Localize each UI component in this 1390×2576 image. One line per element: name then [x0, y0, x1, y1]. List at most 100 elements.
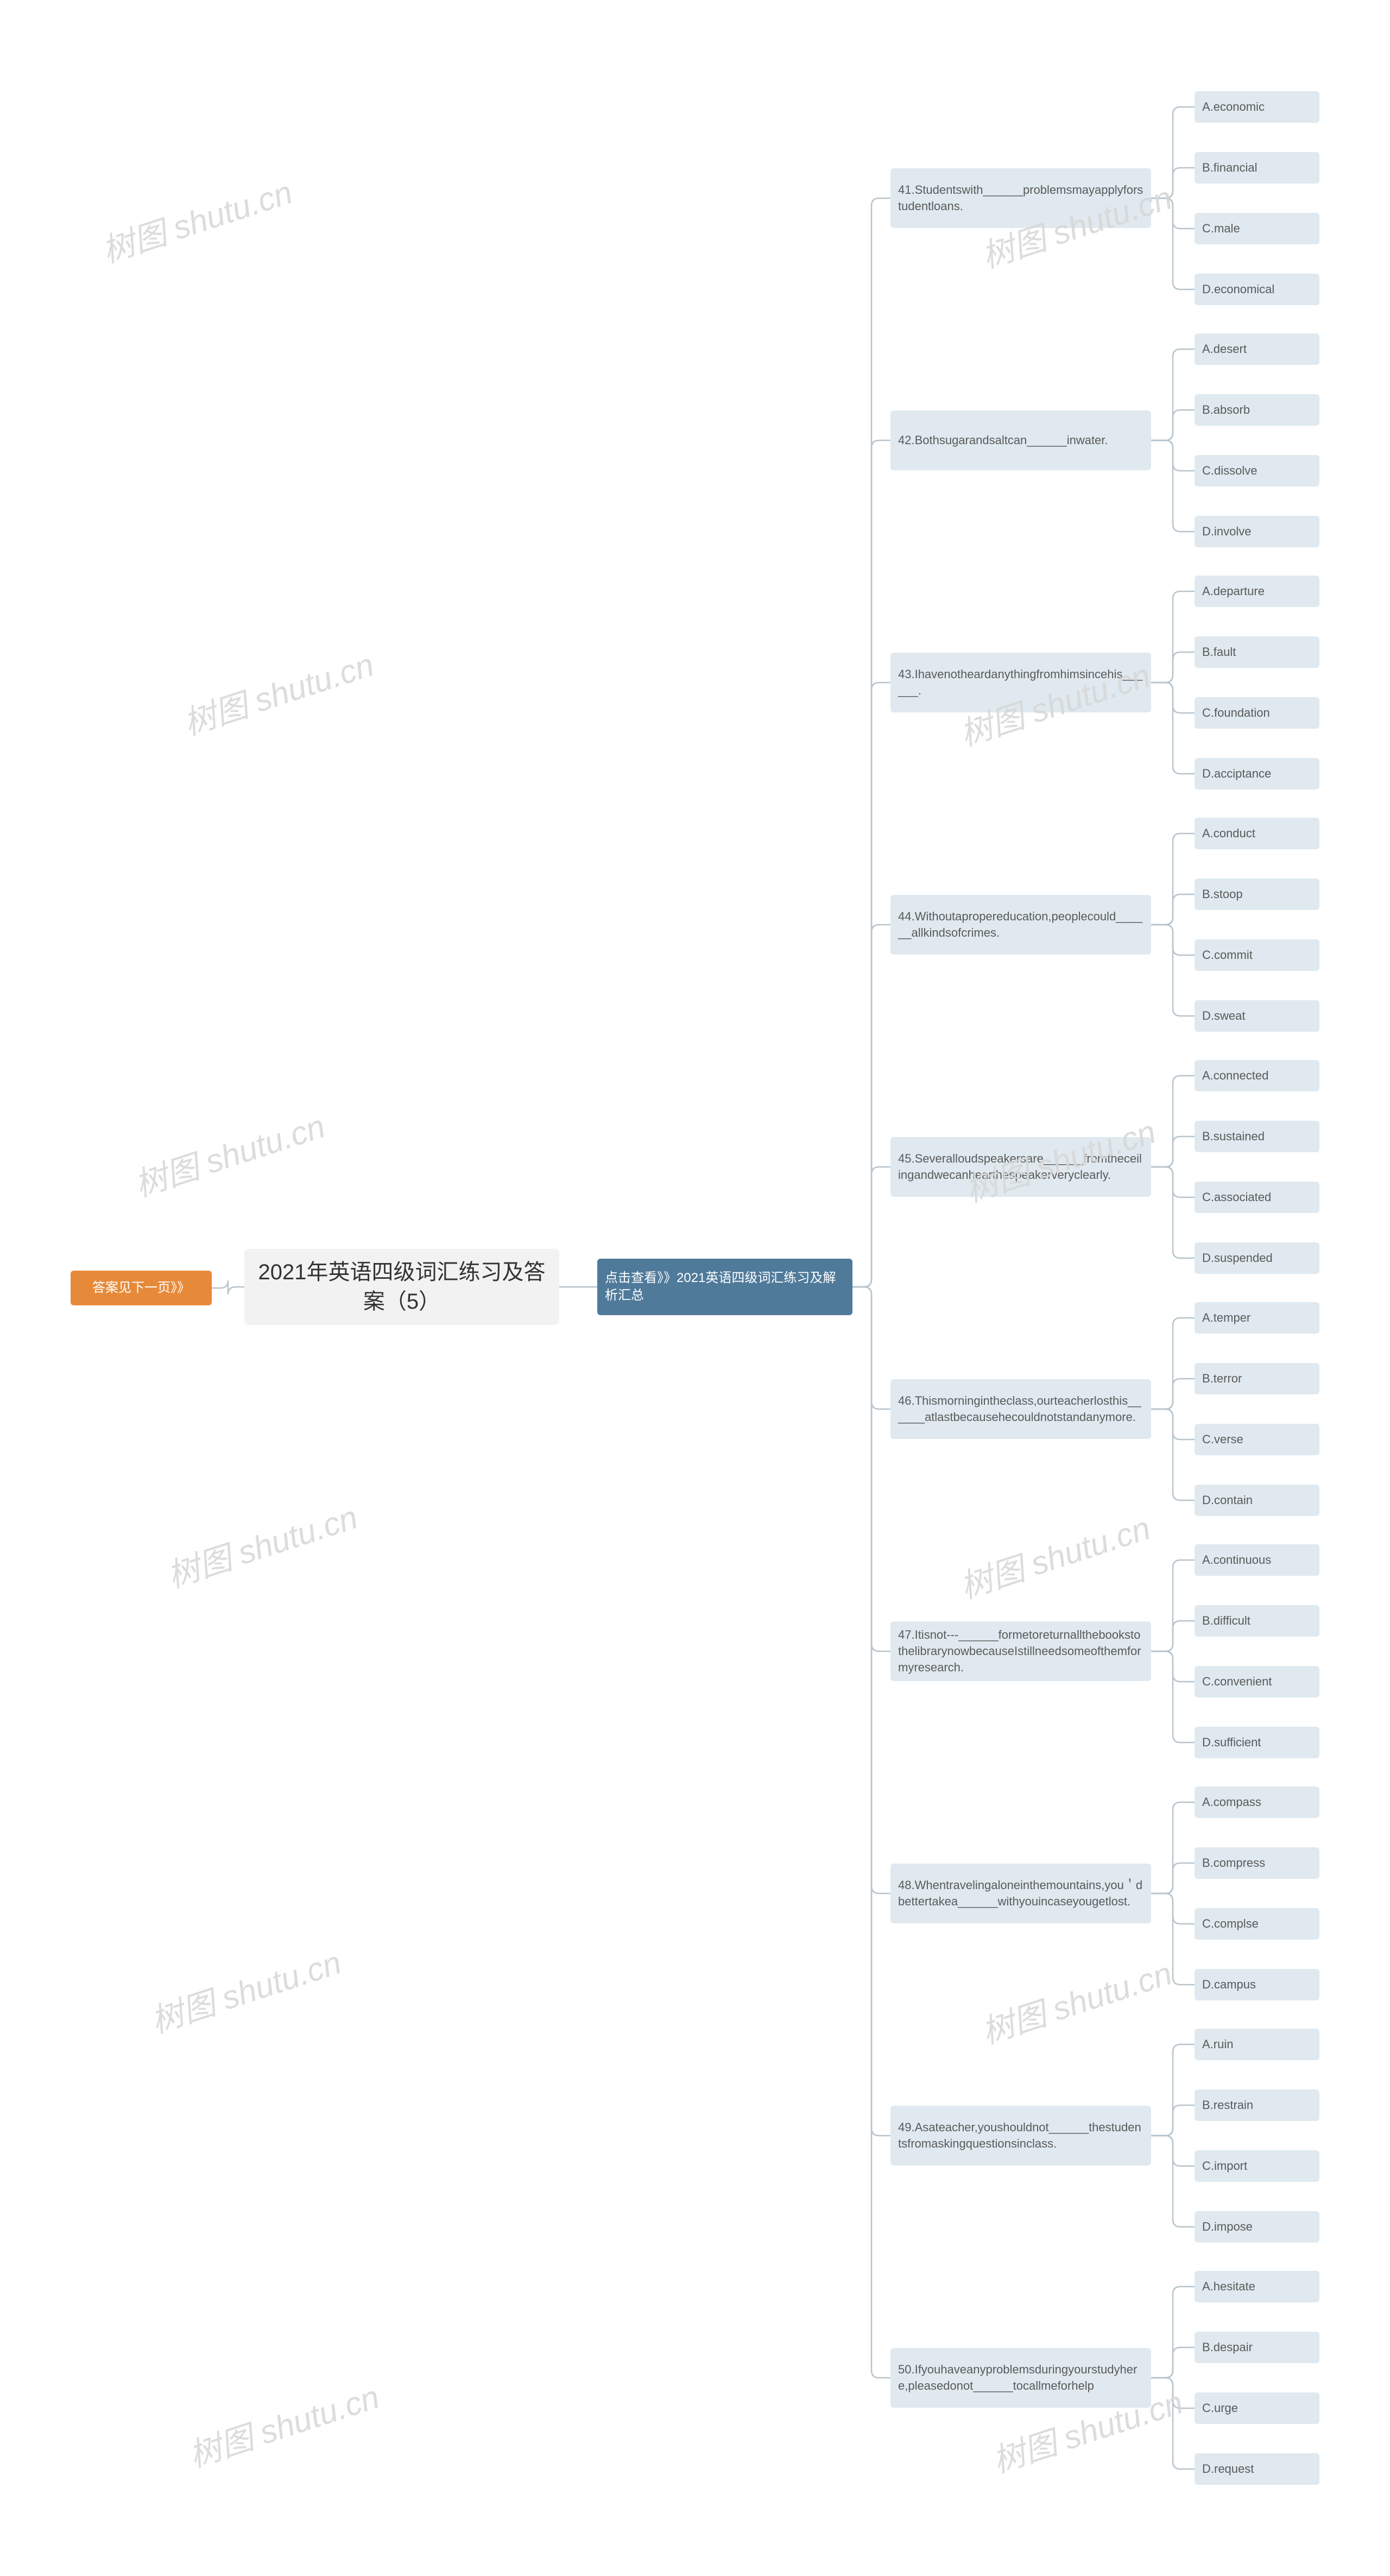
option-text: C.import	[1202, 2158, 1247, 2174]
option-node[interactable]: D.sweat	[1195, 1000, 1319, 1032]
option-node[interactable]: A.connected	[1195, 1060, 1319, 1091]
option-node[interactable]: D.impose	[1195, 2211, 1319, 2243]
option-text: A.temper	[1202, 1310, 1250, 1326]
option-node[interactable]: D.suspended	[1195, 1242, 1319, 1274]
option-text: C.verse	[1202, 1431, 1243, 1448]
option-node[interactable]: C.male	[1195, 213, 1319, 244]
option-node[interactable]: C.verse	[1195, 1424, 1319, 1455]
option-node[interactable]: A.hesitate	[1195, 2271, 1319, 2302]
option-node[interactable]: D.request	[1195, 2453, 1319, 2485]
option-text: D.economical	[1202, 281, 1274, 298]
option-text: D.involve	[1202, 523, 1251, 540]
option-node[interactable]: C.urge	[1195, 2392, 1319, 2424]
option-node[interactable]: B.sustained	[1195, 1121, 1319, 1152]
question-node[interactable]: 43.Ihavenotheardanythingfromhimsincehis_…	[890, 653, 1151, 712]
question-node[interactable]: 41.Studentswith______problemsmayapplyfor…	[890, 168, 1151, 228]
option-node[interactable]: B.fault	[1195, 636, 1319, 668]
watermark: 树图 shutu.cn	[182, 2371, 384, 2477]
watermark: 树图 shutu.cn	[975, 1947, 1177, 2053]
option-text: B.compress	[1202, 1855, 1265, 1871]
question-text: 43.Ihavenotheardanythingfromhimsincehis_…	[898, 666, 1143, 698]
watermark: 树图 shutu.cn	[176, 639, 379, 744]
option-node[interactable]: B.restrain	[1195, 2089, 1319, 2121]
option-text: B.fault	[1202, 644, 1236, 660]
option-node[interactable]: B.despair	[1195, 2332, 1319, 2363]
option-text: A.compass	[1202, 1794, 1261, 1810]
option-node[interactable]: D.economical	[1195, 274, 1319, 305]
option-node[interactable]: C.foundation	[1195, 697, 1319, 729]
watermark: 树图 shutu.cn	[144, 1936, 346, 2042]
link-node[interactable]: 点击查看》》2021英语四级词汇练习及解析汇总	[597, 1259, 852, 1315]
question-node[interactable]: 44.Withoutapropereducation,peoplecould__…	[890, 895, 1151, 955]
question-node[interactable]: 45.Severalloudspeakersare______fromthece…	[890, 1137, 1151, 1197]
option-text: D.impose	[1202, 2219, 1253, 2235]
option-text: D.sweat	[1202, 1008, 1245, 1024]
option-node[interactable]: D.involve	[1195, 516, 1319, 547]
option-node[interactable]: B.compress	[1195, 1847, 1319, 1879]
option-text: D.suspended	[1202, 1250, 1273, 1266]
option-text: C.commit	[1202, 947, 1253, 963]
option-node[interactable]: C.associated	[1195, 1182, 1319, 1213]
option-text: C.convenient	[1202, 1674, 1272, 1690]
question-text: 41.Studentswith______problemsmayapplyfor…	[898, 182, 1143, 214]
option-node[interactable]: C.import	[1195, 2150, 1319, 2182]
question-text: 46.Thismorningintheclass,ourteacherlosth…	[898, 1393, 1143, 1425]
option-node[interactable]: B.financial	[1195, 152, 1319, 184]
option-node[interactable]: A.continuous	[1195, 1544, 1319, 1576]
option-node[interactable]: A.departure	[1195, 576, 1319, 607]
option-text: A.ruin	[1202, 2036, 1233, 2053]
option-node[interactable]: B.difficult	[1195, 1605, 1319, 1637]
option-text: B.restrain	[1202, 2097, 1253, 2113]
option-text: A.economic	[1202, 99, 1265, 115]
question-node[interactable]: 42.Bothsugarandsaltcan______inwater.	[890, 411, 1151, 470]
option-node[interactable]: D.contain	[1195, 1485, 1319, 1516]
option-text: D.acciptance	[1202, 766, 1271, 782]
option-text: C.complse	[1202, 1916, 1259, 1932]
watermark: 树图 shutu.cn	[953, 1502, 1155, 1608]
option-node[interactable]: C.complse	[1195, 1908, 1319, 1940]
option-text: A.conduct	[1202, 825, 1255, 842]
question-node[interactable]: 49.Asateacher,youshouldnot______thestude…	[890, 2106, 1151, 2165]
option-text: C.associated	[1202, 1189, 1271, 1205]
question-node[interactable]: 50.Ifyouhaveanyproblemsduringyourstudyhe…	[890, 2348, 1151, 2408]
question-node[interactable]: 48.Whentravelingaloneinthemountains,you＇…	[890, 1864, 1151, 1923]
option-text: B.despair	[1202, 2339, 1253, 2356]
option-node[interactable]: A.economic	[1195, 91, 1319, 123]
option-node[interactable]: A.compass	[1195, 1786, 1319, 1818]
option-text: B.sustained	[1202, 1128, 1265, 1145]
option-node[interactable]: B.absorb	[1195, 394, 1319, 426]
watermark: 树图 shutu.cn	[95, 166, 298, 272]
option-text: B.stoop	[1202, 886, 1243, 902]
question-node[interactable]: 46.Thismorningintheclass,ourteacherlosth…	[890, 1379, 1151, 1439]
option-node[interactable]: A.temper	[1195, 1302, 1319, 1334]
option-node[interactable]: A.ruin	[1195, 2029, 1319, 2060]
option-text: B.terror	[1202, 1371, 1242, 1387]
option-text: D.request	[1202, 2461, 1254, 2477]
option-node[interactable]: D.sufficient	[1195, 1727, 1319, 1758]
option-node[interactable]: B.stoop	[1195, 879, 1319, 910]
question-text: 47.Itisnot---______formetoreturnallthebo…	[898, 1627, 1143, 1675]
mindmap-canvas: 答案见下一页》》 2021年英语四级词汇练习及答案（5） 点击查看》》2021英…	[0, 0, 1390, 2576]
option-node[interactable]: B.terror	[1195, 1363, 1319, 1394]
watermark: 树图 shutu.cn	[160, 1491, 363, 1597]
option-node[interactable]: C.commit	[1195, 939, 1319, 971]
option-node[interactable]: C.dissolve	[1195, 455, 1319, 487]
question-text: 50.Ifyouhaveanyproblemsduringyourstudyhe…	[898, 2362, 1143, 2394]
option-node[interactable]: C.convenient	[1195, 1666, 1319, 1697]
option-node[interactable]: D.acciptance	[1195, 758, 1319, 790]
question-text: 45.Severalloudspeakersare______fromthece…	[898, 1151, 1143, 1183]
option-text: B.financial	[1202, 160, 1258, 176]
option-node[interactable]: A.desert	[1195, 333, 1319, 365]
option-text: C.dissolve	[1202, 463, 1257, 479]
option-text: A.connected	[1202, 1068, 1268, 1084]
option-text: B.difficult	[1202, 1613, 1250, 1629]
title-node[interactable]: 2021年英语四级词汇练习及答案（5）	[244, 1249, 559, 1325]
question-node[interactable]: 47.Itisnot---______formetoreturnallthebo…	[890, 1621, 1151, 1681]
option-text: D.contain	[1202, 1492, 1253, 1508]
option-node[interactable]: D.campus	[1195, 1969, 1319, 2000]
option-text: A.continuous	[1202, 1552, 1271, 1568]
option-text: D.campus	[1202, 1977, 1256, 1993]
answers-node[interactable]: 答案见下一页》》	[71, 1271, 212, 1305]
option-node[interactable]: A.conduct	[1195, 818, 1319, 849]
question-text: 49.Asateacher,youshouldnot______thestude…	[898, 2119, 1143, 2151]
